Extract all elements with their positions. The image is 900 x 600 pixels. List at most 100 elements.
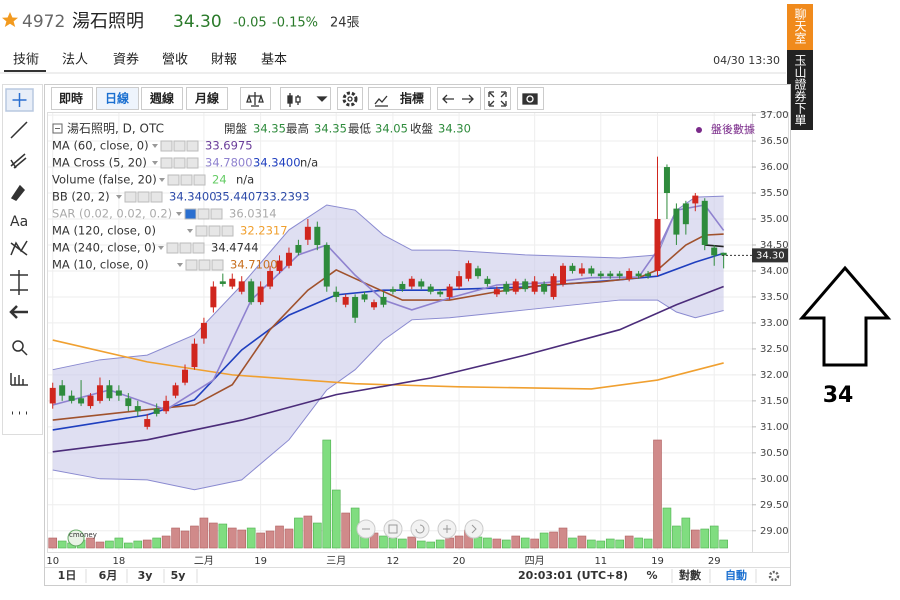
legend-icon[interactable] [184, 208, 197, 220]
measure-tool[interactable] [10, 270, 28, 295]
legend-dropdown[interactable] [152, 161, 158, 165]
toolbar-button-label[interactable]: 週線 [149, 91, 174, 106]
volume-bar [265, 530, 275, 549]
legend-icon[interactable] [166, 242, 179, 254]
legend-icon[interactable] [173, 140, 186, 152]
toolbar-button[interactable] [186, 87, 228, 110]
fork-tool[interactable] [10, 153, 27, 169]
settings-button[interactable] [337, 87, 363, 110]
legend-icon[interactable] [198, 259, 211, 271]
legend-icon[interactable] [137, 191, 150, 203]
toolbar-button[interactable] [141, 87, 183, 110]
legend-icon[interactable] [185, 259, 198, 271]
zoom-refresh[interactable] [410, 519, 430, 539]
volume-bar [615, 539, 625, 549]
volume-bar [643, 538, 653, 549]
legend-icon[interactable] [195, 225, 208, 237]
range-button[interactable]: 6月 [99, 569, 118, 582]
text-tool[interactable]: Aa [10, 214, 28, 230]
candle-body [295, 244, 302, 253]
legend-icon[interactable] [124, 191, 137, 203]
chart-style-button[interactable] [280, 87, 331, 110]
undo-redo[interactable] [437, 87, 481, 110]
legend-icon[interactable] [186, 157, 199, 169]
zoom-reset[interactable] [383, 519, 403, 539]
tab[interactable]: 技術 [13, 53, 39, 68]
tab[interactable]: 財報 [211, 53, 237, 68]
scale-option[interactable]: % [646, 569, 657, 582]
legend-dropdown[interactable] [176, 212, 182, 216]
legend-dropdown[interactable] [116, 195, 122, 199]
legend-icon[interactable] [186, 140, 199, 152]
volume-bar [199, 517, 209, 549]
legend-dropdown[interactable] [158, 246, 164, 250]
legend-dropdown[interactable] [177, 263, 183, 267]
legend-label: Volume (false, 20) [52, 173, 157, 187]
toolbar-button-active[interactable] [96, 87, 139, 110]
fullscreen-button[interactable] [484, 87, 511, 110]
after-hours-link[interactable]: 盤後數據 [711, 122, 755, 136]
volume-bar [379, 535, 388, 549]
candle-body [371, 302, 378, 308]
bottom-settings[interactable] [768, 570, 780, 582]
legend-icon[interactable] [180, 174, 193, 186]
toolbar-button-label[interactable]: 指標 [400, 91, 424, 106]
legend-icon[interactable] [197, 208, 210, 220]
legend-icon[interactable] [211, 259, 224, 271]
legend-icon[interactable] [208, 225, 221, 237]
range-button[interactable]: 3y [138, 569, 153, 582]
favorite-star[interactable] [2, 12, 18, 27]
pattern-tool[interactable] [10, 240, 28, 256]
tab[interactable]: 基本 [261, 53, 287, 68]
order-button[interactable] [787, 50, 813, 130]
legend-icon[interactable] [160, 157, 173, 169]
tab[interactable]: 資券 [113, 52, 139, 68]
tab[interactable]: 法人 [62, 53, 88, 68]
last-price-label: 34.30 [756, 250, 785, 261]
toolbar-button-label[interactable]: 月線 [194, 91, 219, 106]
toolbar-button[interactable] [51, 87, 93, 110]
legend-icon[interactable] [179, 242, 192, 254]
scale-option[interactable]: 對數 [679, 568, 702, 582]
tab[interactable]: 營收 [162, 53, 188, 68]
zoom-tool[interactable] [12, 340, 24, 352]
order-button-label[interactable]: 玉山證券下單 [793, 54, 807, 126]
indicator-button[interactable] [368, 87, 431, 110]
candle-body [125, 398, 132, 407]
scroll-right[interactable] [464, 519, 484, 539]
scale-option[interactable]: 自動 [725, 568, 747, 582]
candle-body [285, 252, 292, 266]
toolbar-icons [246, 91, 538, 107]
legend-icon[interactable] [193, 174, 206, 186]
legend-dropdown[interactable] [152, 144, 158, 148]
chat-button-label[interactable]: 聊天室 [793, 8, 807, 44]
range-button[interactable]: 1日 [58, 569, 77, 582]
legend-dropdown[interactable] [159, 178, 165, 182]
legend-icon[interactable] [221, 225, 234, 237]
legend-dropdown[interactable] [187, 229, 193, 233]
legend-icon[interactable] [210, 208, 223, 220]
legend-icon[interactable] [150, 191, 163, 203]
volume-bar [700, 528, 710, 549]
remove-tool[interactable] [9, 305, 28, 319]
legend-icon[interactable] [192, 242, 205, 254]
chat-button[interactable] [787, 4, 813, 50]
range-button[interactable]: 5y [171, 569, 186, 582]
ohlc-value: 34.30 [438, 122, 471, 136]
toolbar-button-label[interactable]: 日線 [105, 91, 129, 106]
settings-tool[interactable] [10, 373, 28, 386]
legend-icon[interactable] [160, 140, 173, 152]
brush-tool[interactable] [10, 184, 26, 201]
volume-bar [209, 522, 218, 549]
legend-icon[interactable] [173, 157, 186, 169]
legend-icon[interactable] [167, 174, 180, 186]
candle-body [115, 390, 122, 396]
volume-bar [246, 527, 256, 549]
candle-body [616, 273, 623, 277]
candle-body [484, 278, 491, 284]
y-tick-label: 33.50 [760, 292, 789, 303]
y-tick-label: 35.50 [760, 188, 789, 199]
trendline-tool[interactable] [10, 121, 28, 139]
toolbar-button-label[interactable]: 即時 [59, 91, 83, 106]
